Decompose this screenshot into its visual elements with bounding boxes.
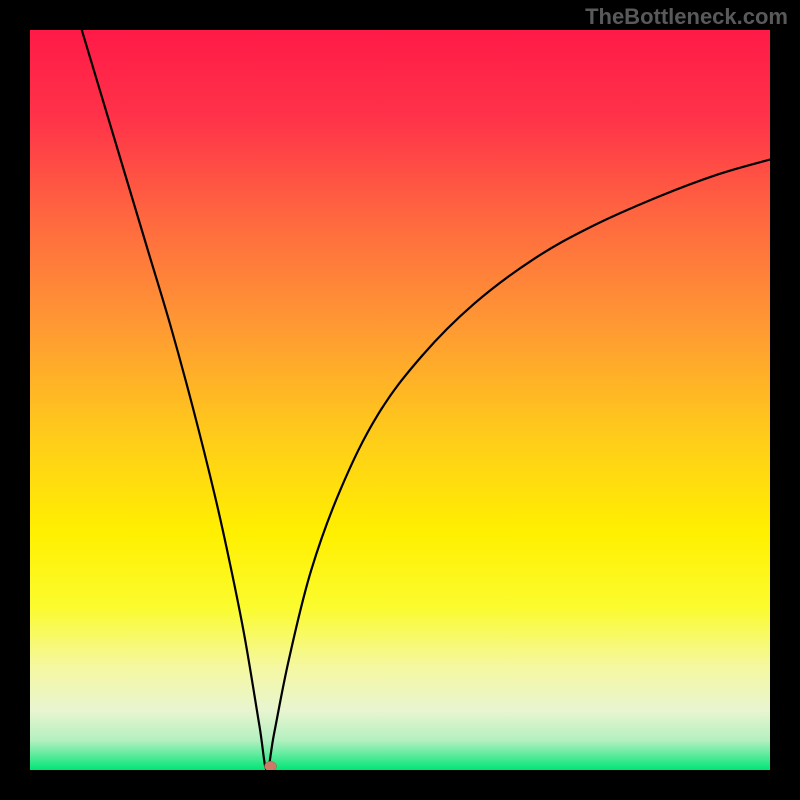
watermark-text: TheBottleneck.com — [585, 4, 788, 30]
chart-area — [30, 30, 770, 770]
optimal-point-marker — [265, 761, 277, 770]
bottleneck-chart-svg — [30, 30, 770, 770]
chart-background — [30, 30, 770, 770]
